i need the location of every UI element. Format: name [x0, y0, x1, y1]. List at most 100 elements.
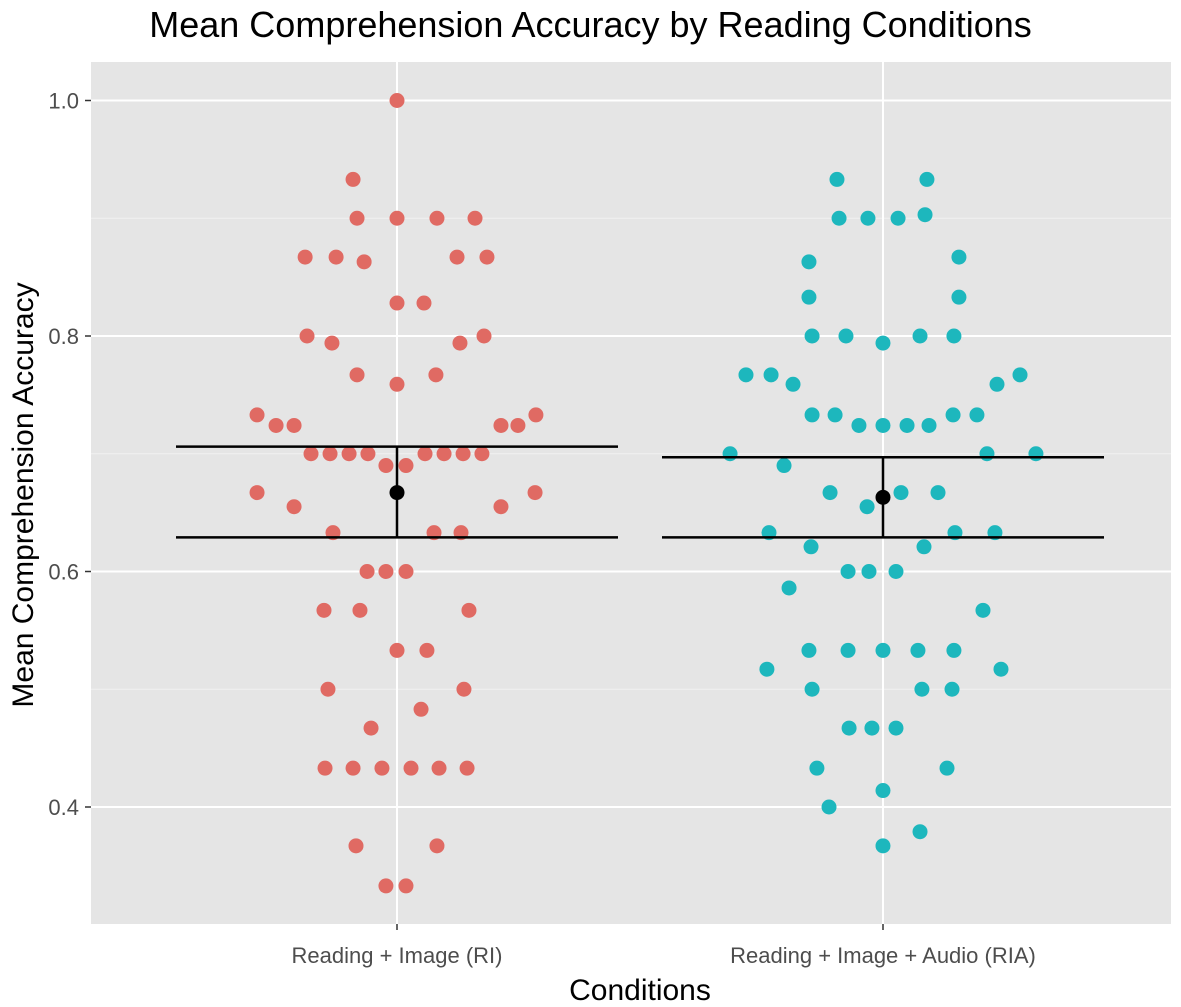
- data-point: [378, 458, 394, 474]
- data-point: [861, 564, 877, 579]
- data-point: [722, 446, 738, 462]
- y-tick-label: 0.6: [48, 560, 79, 585]
- data-point: [527, 485, 543, 501]
- data-point: [838, 328, 854, 344]
- x-axis-title: Conditions: [569, 974, 711, 1007]
- data-point: [993, 661, 1009, 677]
- data-point: [864, 720, 880, 736]
- data-point: [455, 446, 471, 462]
- data-point: [479, 249, 495, 265]
- data-point: [917, 207, 933, 223]
- y-axis-title: Mean Comprehension Accuracy: [7, 282, 40, 707]
- data-point: [297, 249, 313, 265]
- data-point: [910, 642, 926, 658]
- data-point: [317, 760, 333, 776]
- data-point: [827, 407, 843, 423]
- data-point: [431, 760, 447, 776]
- data-point: [419, 642, 435, 658]
- data-point: [328, 249, 344, 265]
- data-point: [851, 417, 867, 433]
- data-point: [474, 446, 490, 462]
- data-point: [821, 799, 837, 815]
- data-point: [316, 602, 332, 618]
- mean-point: [389, 485, 405, 501]
- data-point: [875, 335, 891, 351]
- data-point: [476, 328, 492, 344]
- data-point: [352, 602, 368, 618]
- data-point: [449, 249, 465, 265]
- data-point: [428, 367, 444, 383]
- data-point: [341, 446, 357, 462]
- data-point: [875, 838, 891, 854]
- data-points: [249, 93, 1044, 894]
- data-point: [763, 367, 779, 383]
- data-point: [459, 760, 475, 776]
- data-point: [946, 642, 962, 658]
- data-point: [324, 335, 340, 351]
- data-point: [345, 171, 361, 187]
- data-point: [912, 824, 928, 840]
- data-point: [776, 458, 792, 474]
- data-point: [398, 458, 414, 474]
- data-point: [378, 564, 394, 579]
- data-point: [356, 254, 372, 270]
- data-point: [403, 760, 419, 776]
- data-point: [912, 328, 928, 344]
- mean-point: [875, 489, 891, 505]
- data-point: [893, 485, 909, 501]
- data-point: [801, 642, 817, 658]
- data-point: [804, 328, 820, 344]
- data-point: [801, 254, 817, 270]
- data-point: [804, 407, 820, 423]
- data-point: [1012, 367, 1028, 383]
- data-point: [803, 539, 819, 555]
- data-point: [389, 642, 405, 658]
- data-point: [417, 446, 433, 462]
- y-axis-ticks: 0.4 0.6 0.8 1.0: [48, 89, 91, 820]
- data-point: [801, 289, 817, 305]
- data-point: [320, 681, 336, 697]
- data-point: [989, 376, 1005, 392]
- plot-panel: [91, 62, 1171, 924]
- data-point: [456, 681, 472, 697]
- data-point: [493, 417, 509, 433]
- data-point: [359, 564, 375, 579]
- y-tick-label: 1.0: [48, 89, 79, 114]
- data-point: [416, 295, 432, 311]
- y-tick-label: 0.4: [48, 795, 79, 820]
- data-point: [349, 367, 365, 383]
- data-point: [785, 376, 801, 392]
- data-point: [363, 720, 379, 736]
- data-point: [286, 417, 302, 433]
- data-point: [349, 210, 365, 226]
- data-point: [890, 210, 906, 226]
- data-point: [840, 564, 856, 579]
- data-point: [452, 335, 468, 351]
- data-point: [461, 602, 477, 618]
- data-point: [951, 249, 967, 265]
- data-point: [921, 417, 937, 433]
- data-point: [389, 295, 405, 311]
- data-point: [888, 564, 904, 579]
- data-point: [822, 485, 838, 501]
- data-point: [249, 407, 265, 423]
- data-point: [374, 760, 390, 776]
- data-point: [899, 417, 915, 433]
- data-point: [944, 681, 960, 697]
- data-point: [348, 838, 364, 854]
- data-point: [860, 210, 876, 226]
- data-point: [804, 681, 820, 697]
- data-point: [919, 171, 935, 187]
- data-point: [249, 485, 265, 501]
- data-point: [436, 446, 452, 462]
- data-point: [413, 701, 429, 717]
- data-point: [829, 171, 845, 187]
- data-point: [946, 328, 962, 344]
- data-point: [378, 878, 394, 894]
- data-point: [467, 210, 483, 226]
- data-point: [759, 661, 775, 677]
- data-point: [875, 642, 891, 658]
- data-point: [398, 564, 414, 579]
- data-point: [528, 407, 544, 423]
- data-point: [1028, 446, 1044, 462]
